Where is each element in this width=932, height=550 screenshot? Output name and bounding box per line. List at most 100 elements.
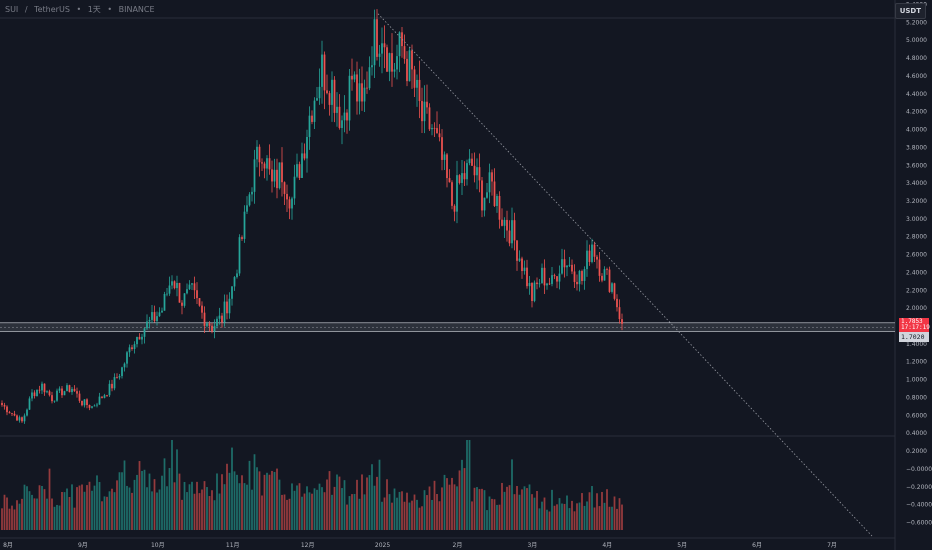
candle[interactable] (336, 92, 338, 127)
candle[interactable] (356, 61, 358, 115)
candle[interactable] (418, 60, 421, 119)
candle[interactable] (321, 40, 323, 104)
candle[interactable] (303, 143, 306, 161)
candle[interactable] (118, 373, 121, 380)
candle[interactable] (523, 260, 526, 275)
candle[interactable] (406, 51, 408, 87)
candle[interactable] (111, 379, 113, 392)
candle[interactable] (478, 153, 481, 193)
candle[interactable] (223, 294, 226, 327)
candle[interactable] (263, 161, 266, 179)
candle[interactable] (488, 163, 491, 204)
candle[interactable] (313, 97, 316, 129)
candle[interactable] (48, 389, 51, 397)
candle[interactable] (593, 241, 596, 263)
candle[interactable] (281, 147, 283, 197)
candle[interactable] (581, 269, 583, 285)
candle[interactable] (376, 9, 378, 61)
candle[interactable] (473, 152, 476, 183)
candle[interactable] (386, 44, 388, 72)
candle[interactable] (328, 90, 331, 116)
candle[interactable] (421, 87, 423, 134)
candle[interactable] (33, 390, 36, 399)
candle[interactable] (578, 269, 581, 292)
time-axis[interactable]: 8月 9月 10月 11月 12月 2025 2月 3月 4月 5月 6月 7月 (0, 537, 895, 549)
candle[interactable] (378, 45, 381, 67)
candle[interactable] (358, 68, 361, 115)
candle[interactable] (186, 283, 188, 295)
candle[interactable] (176, 275, 178, 297)
candle[interactable] (236, 269, 238, 279)
candle[interactable] (491, 169, 493, 196)
candle[interactable] (601, 273, 603, 283)
candle[interactable] (383, 25, 386, 69)
candle[interactable] (93, 404, 96, 407)
candle[interactable] (233, 275, 236, 291)
candle[interactable] (116, 373, 118, 379)
candle[interactable] (193, 276, 196, 299)
candle[interactable] (568, 256, 571, 267)
candle[interactable] (436, 111, 438, 134)
candle[interactable] (498, 191, 501, 229)
candle[interactable] (153, 305, 156, 323)
candle[interactable] (251, 187, 253, 202)
trendline[interactable] (377, 13, 873, 537)
candle[interactable] (246, 196, 248, 214)
candle[interactable] (216, 316, 218, 329)
candle[interactable] (463, 161, 466, 187)
candle[interactable] (58, 386, 61, 394)
candle[interactable] (373, 9, 376, 78)
candle[interactable] (63, 390, 66, 396)
candle[interactable] (393, 63, 396, 78)
candle[interactable] (541, 263, 543, 284)
descending-trendline[interactable] (377, 13, 873, 537)
candle[interactable] (41, 381, 43, 395)
candle[interactable] (131, 344, 133, 351)
candle[interactable] (363, 79, 366, 113)
candle[interactable] (503, 217, 506, 238)
candle[interactable] (156, 311, 158, 326)
candle[interactable] (38, 385, 41, 394)
candle[interactable] (526, 259, 528, 289)
candle[interactable] (558, 265, 561, 290)
candle[interactable] (276, 158, 278, 199)
candle[interactable] (616, 294, 618, 312)
candle[interactable] (611, 282, 613, 294)
candle[interactable] (308, 106, 311, 150)
candle[interactable] (501, 208, 503, 227)
candle[interactable] (68, 384, 71, 393)
candle[interactable] (203, 306, 206, 334)
candle[interactable] (91, 406, 93, 409)
candle[interactable] (243, 205, 246, 243)
candle[interactable] (128, 344, 131, 357)
candle[interactable] (141, 333, 143, 345)
candle[interactable] (81, 400, 83, 407)
candle[interactable] (533, 280, 536, 303)
candle[interactable] (291, 196, 293, 220)
candle[interactable] (448, 169, 451, 183)
candle[interactable] (213, 319, 216, 339)
candle[interactable] (181, 300, 183, 315)
candle[interactable] (126, 351, 128, 368)
candle[interactable] (241, 235, 243, 241)
candle[interactable] (76, 387, 78, 398)
candle[interactable] (258, 144, 261, 177)
candle[interactable] (286, 184, 288, 213)
candle[interactable] (123, 362, 126, 372)
candle[interactable] (73, 385, 76, 392)
candle[interactable] (508, 220, 511, 247)
candle[interactable] (188, 280, 191, 291)
candle[interactable] (3, 402, 6, 410)
candle[interactable] (26, 408, 28, 417)
candle[interactable] (583, 266, 586, 290)
candle[interactable] (198, 297, 201, 307)
candle[interactable] (586, 240, 588, 277)
candle[interactable] (458, 174, 461, 185)
candle[interactable] (353, 71, 356, 83)
candle[interactable] (1, 400, 3, 407)
candle[interactable] (163, 291, 166, 311)
candle[interactable] (98, 392, 101, 405)
candle[interactable] (78, 390, 81, 403)
candle[interactable] (368, 56, 371, 91)
